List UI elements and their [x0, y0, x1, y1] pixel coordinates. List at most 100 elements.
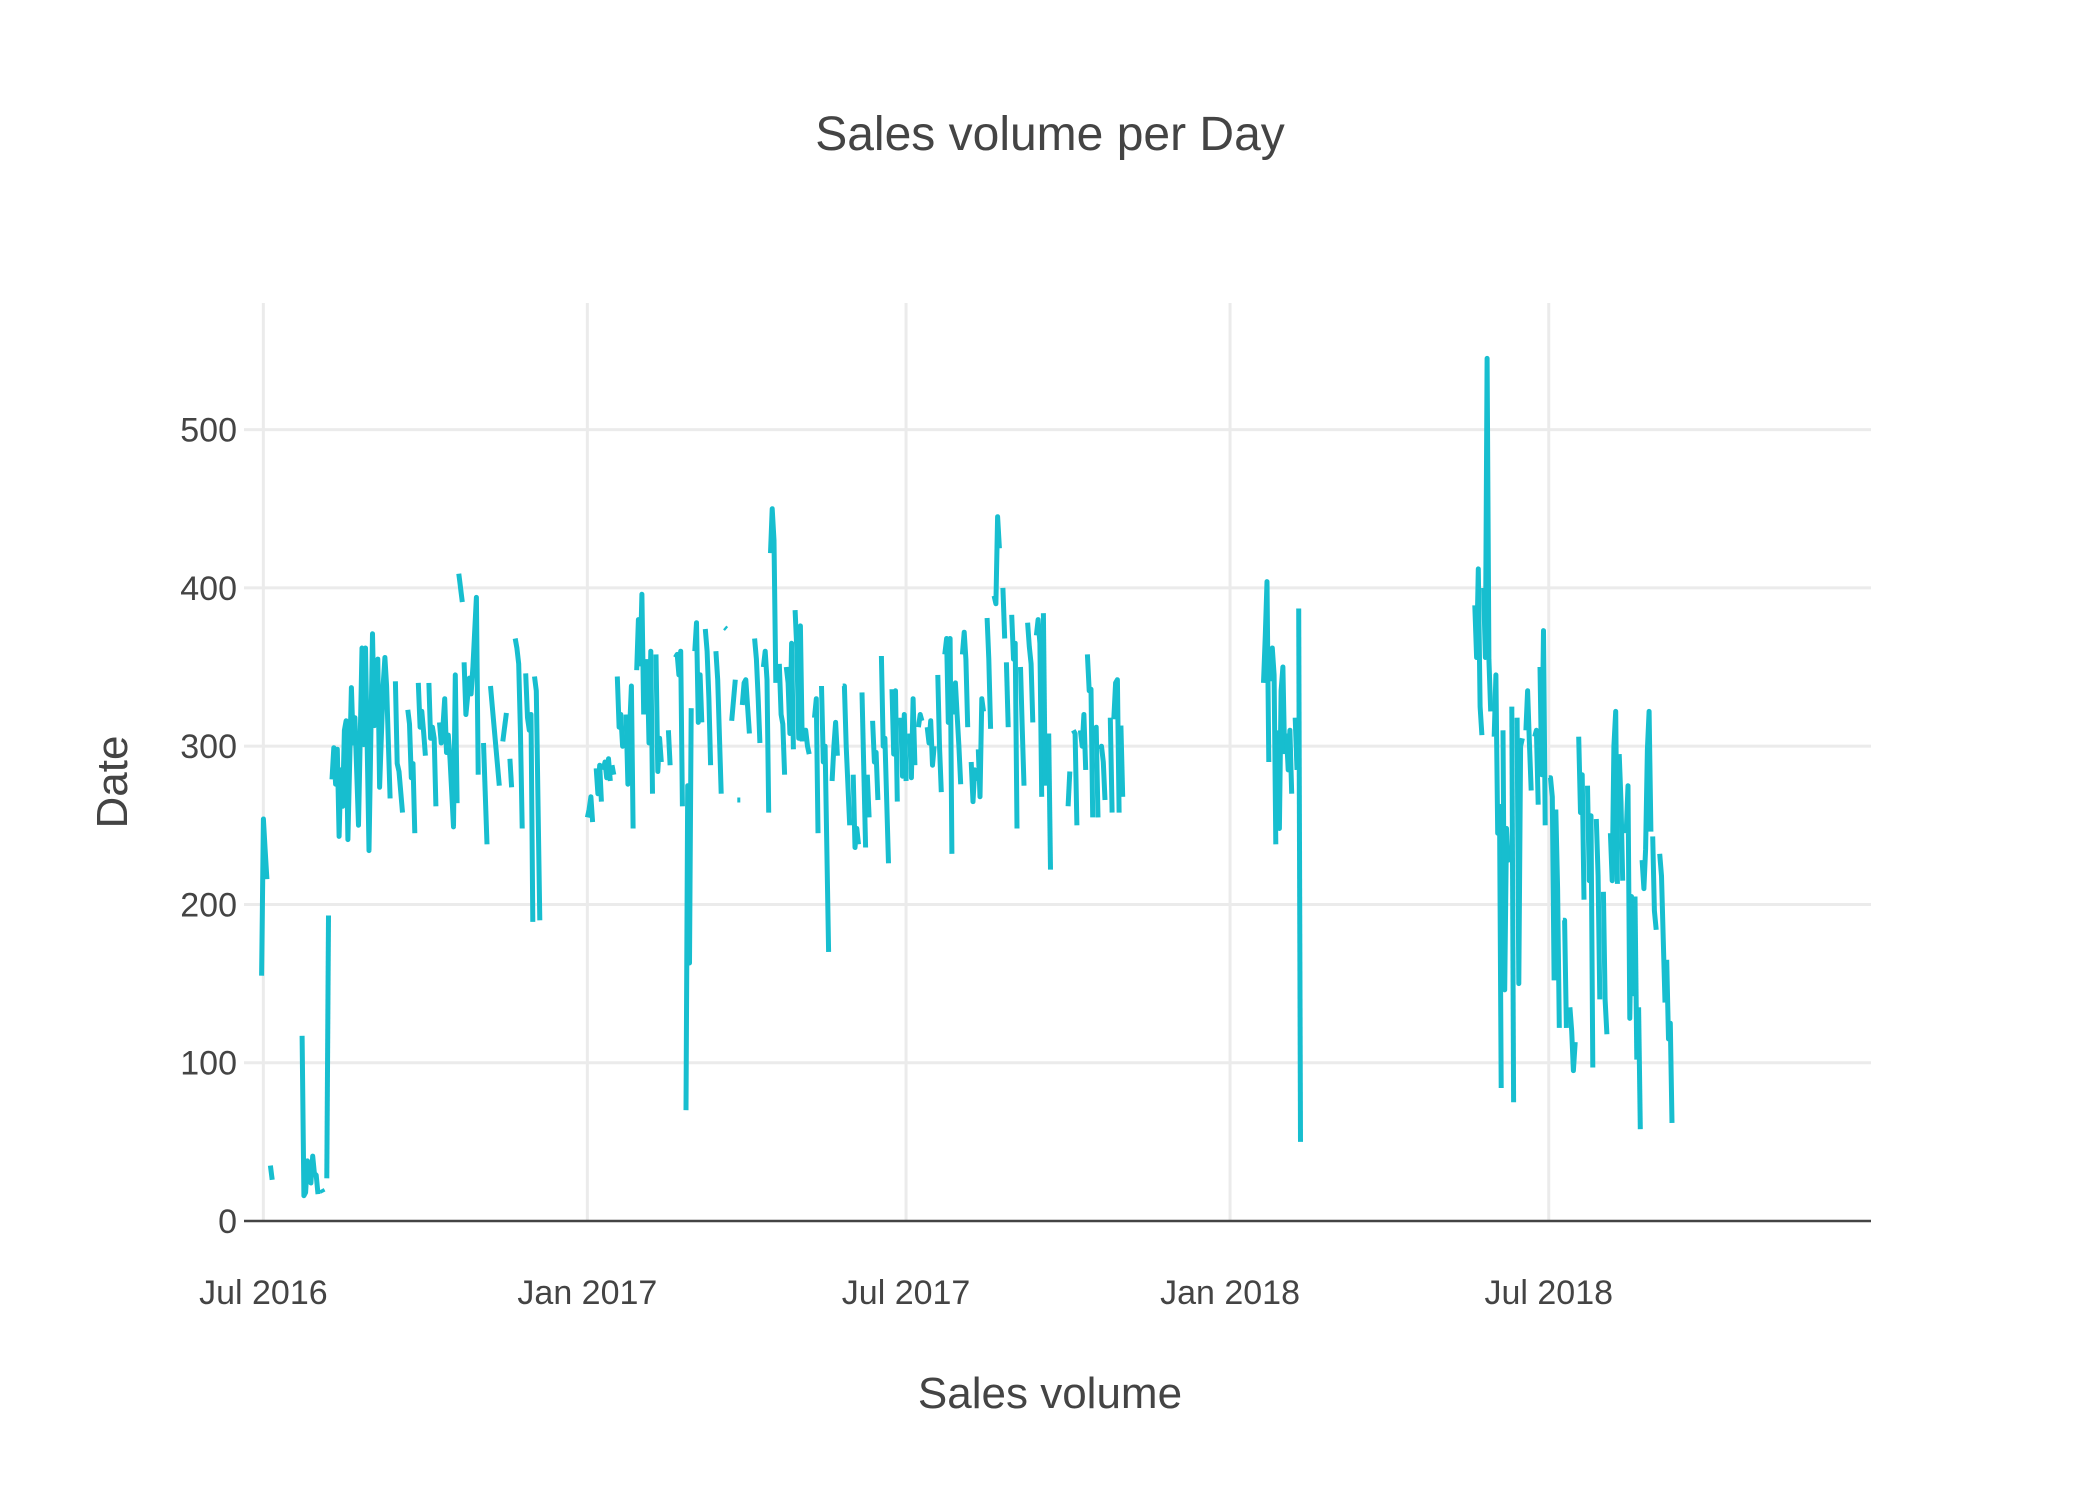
series-line-segment	[1607, 708, 1620, 884]
series-line-segment	[259, 816, 270, 976]
series-line-segment	[1576, 736, 1587, 900]
series-line-segment	[729, 679, 738, 722]
series-line-segment	[1275, 664, 1288, 831]
series-line-segment	[456, 573, 465, 603]
x-tick-label: Jul 2016	[199, 1274, 328, 1312]
series-line-segment	[1491, 672, 1504, 1089]
series-line-segment	[783, 640, 796, 750]
series-line-segment	[1600, 891, 1610, 1035]
series-line-segment	[1040, 613, 1048, 786]
series-line-segment	[1092, 724, 1101, 818]
series-line-segment	[1296, 608, 1303, 1142]
series-layer	[259, 355, 1675, 1199]
series-line-segment	[792, 609, 805, 742]
series-line-segment	[829, 719, 840, 782]
series-line-segment	[1562, 917, 1569, 1028]
series-line-segment	[984, 617, 994, 729]
series-line-segment	[512, 638, 525, 829]
series-line-segment	[951, 680, 964, 785]
series-line-segment	[870, 720, 881, 801]
series-line-segment	[488, 685, 502, 786]
series-line-segment	[1616, 754, 1626, 881]
series-line-segment	[1118, 725, 1126, 797]
series-line-segment	[1537, 628, 1548, 826]
series-line-segment	[1639, 708, 1654, 892]
series-line-segment	[1033, 617, 1045, 797]
series-line-segment	[665, 730, 673, 766]
series-line-segment	[1283, 727, 1295, 794]
tick-labels: Jul 2016 Jan 2017 Jul 2017 Jan 2018 Jul 2018…	[180, 412, 1613, 1312]
series-line-segment	[915, 712, 925, 728]
series-line-segment	[942, 636, 955, 854]
series-line-segment	[991, 514, 1002, 607]
y-tick-label: 400	[180, 570, 237, 608]
x-tick-label: Jan 2018	[1160, 1274, 1300, 1312]
series-line-segment	[1514, 717, 1525, 987]
series-line-segment	[819, 685, 832, 952]
series-line-segment	[600, 756, 613, 782]
series-line-segment	[1650, 836, 1659, 931]
series-line-segment	[907, 696, 918, 781]
series-line-segment	[415, 682, 428, 756]
series-line-segment	[768, 506, 779, 683]
series-line-segment	[1065, 771, 1073, 807]
series-line-segment	[889, 688, 900, 802]
series-line-segment	[760, 648, 772, 813]
series-line-segment	[1593, 818, 1603, 1000]
series-line-segment	[975, 696, 986, 800]
y-tick-label: 100	[180, 1045, 237, 1083]
series-line-segment	[1553, 809, 1562, 1028]
y-tick-label: 200	[180, 886, 237, 924]
series-line-segment	[1268, 645, 1279, 845]
series-line-segment	[1097, 743, 1108, 801]
series-line-segment	[968, 761, 979, 805]
series-line-segment	[392, 681, 405, 813]
series-line-segment	[673, 648, 685, 807]
series-line-segment	[319, 1188, 326, 1194]
series-line-segment	[803, 727, 812, 755]
series-line-segment	[1523, 688, 1534, 791]
series-line-segment	[1657, 853, 1668, 1003]
series-line-segment	[1636, 1007, 1643, 1130]
series-line-segment	[532, 676, 543, 921]
series-line-segment	[1548, 775, 1557, 981]
series-line-segment	[723, 625, 729, 631]
x-tick-label: Jan 2017	[517, 1274, 657, 1312]
series-line-segment	[593, 762, 604, 802]
series-line-segment	[644, 648, 655, 794]
series-line-segment	[481, 742, 490, 845]
series-line-segment	[1071, 729, 1080, 826]
series-line-segment	[1000, 587, 1008, 639]
series-line-segment	[859, 692, 869, 848]
series-line-segment	[267, 1165, 275, 1181]
series-line-segment	[405, 709, 418, 834]
series-line-segment	[850, 774, 861, 850]
y-axis-title: Date	[88, 736, 137, 829]
series-line-segment	[299, 1035, 321, 1199]
series-line-segment	[584, 794, 596, 823]
series-line-segment	[507, 758, 515, 788]
series-line-segment	[683, 708, 694, 1111]
series-line-segment	[878, 655, 891, 864]
series-line-segment	[1664, 959, 1675, 1123]
series-line-segment	[1585, 785, 1596, 1068]
series-line-segment	[523, 673, 536, 922]
series-line-segment	[692, 620, 705, 725]
series-line-segment	[898, 712, 909, 782]
series-line-segment	[1567, 1007, 1578, 1074]
series-line-segment	[1509, 706, 1517, 1103]
series-line-segment	[1009, 614, 1020, 829]
series-line-segment	[1111, 677, 1122, 813]
series-line-segment	[812, 696, 821, 834]
series-line-segment	[1025, 622, 1036, 723]
chart-title: Sales volume per Day	[815, 108, 1285, 161]
series-line-segment	[1003, 662, 1011, 728]
series-line-segment	[1046, 733, 1053, 870]
series-line-segment	[1261, 579, 1272, 763]
series-line-segment	[609, 764, 617, 776]
series-line-segment	[1532, 727, 1541, 805]
series-line-segment	[1472, 566, 1485, 736]
series-line-segment	[324, 915, 331, 1179]
series-line-segment	[1500, 730, 1513, 993]
